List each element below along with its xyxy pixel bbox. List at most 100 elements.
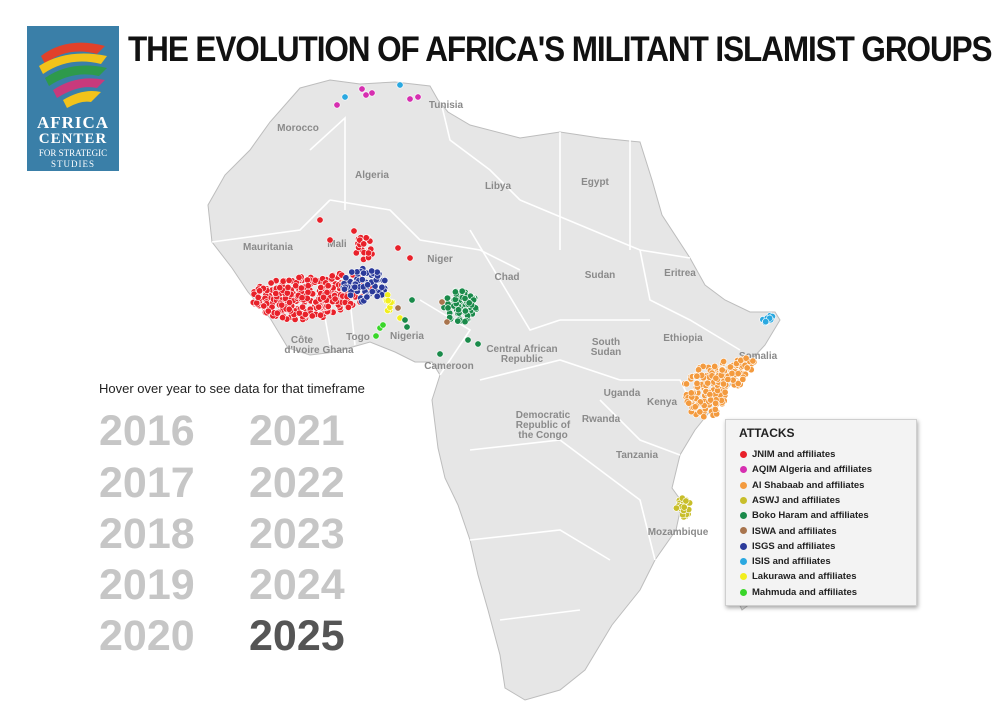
- aswj-attack-dot: [682, 497, 690, 505]
- country-label-kenya: Kenya: [647, 397, 677, 408]
- year-2019[interactable]: 2019: [99, 561, 195, 609]
- jnim-attack-dot: [344, 303, 352, 311]
- lakurawa-attack-dot: [384, 291, 392, 299]
- al-shabaab-attack-dot: [739, 375, 747, 383]
- al-shabaab-attack-dot: [749, 357, 757, 365]
- country-label-mali: Mali: [327, 239, 347, 250]
- jnim-attack-dot: [328, 272, 336, 280]
- legend-label: ISGS and affiliates: [752, 540, 836, 552]
- jnim-attack-dot: [304, 282, 312, 290]
- country-label-sudan: Sudan: [585, 270, 616, 281]
- legend-swatch: [740, 450, 747, 458]
- legend-swatch: [740, 573, 747, 581]
- boko-haram-attack-dot: [461, 307, 469, 315]
- jnim-attack-dot: [279, 277, 287, 285]
- legend-item: ASWJ and affiliates: [740, 495, 840, 506]
- page-title: THE EVOLUTION OF AFRICA'S MILITANT ISLAM…: [128, 30, 993, 69]
- al-shabaab-attack-dot: [721, 388, 729, 396]
- legend-label: Lakurawa and affiliates: [752, 571, 857, 583]
- year-2024[interactable]: 2024: [249, 561, 345, 609]
- year-2018[interactable]: 2018: [99, 510, 195, 558]
- lakurawa-attack-dot: [384, 297, 392, 305]
- jnim-attack-dot: [299, 303, 307, 311]
- year-2020[interactable]: 2020: [99, 612, 195, 660]
- jnim-attack-dot: [278, 301, 286, 309]
- country-label-mauritania: Mauritania: [243, 242, 293, 253]
- africa-landmass: [207, 79, 781, 701]
- al-shabaab-attack-dot: [691, 403, 699, 411]
- country-label-nigeria: Nigeria: [390, 331, 424, 342]
- country-borders: [211, 97, 741, 621]
- year-2017[interactable]: 2017: [99, 459, 195, 507]
- jnim-attack-dot: [311, 276, 319, 284]
- year-2023[interactable]: 2023: [249, 510, 345, 558]
- logo-stripe: [39, 53, 107, 74]
- jnim-attack-dot: [350, 227, 358, 235]
- border-line: [479, 359, 621, 381]
- legend-swatch: [740, 496, 747, 504]
- country-label-car: Central African Republic: [486, 344, 557, 365]
- year-2016[interactable]: 2016: [99, 407, 195, 455]
- jnim-attack-dot: [331, 295, 339, 303]
- al-shabaab-attack-dot: [693, 372, 701, 380]
- isis-attack-dot: [341, 93, 349, 101]
- aswj-attack-dot: [672, 504, 680, 512]
- country-label-mozambique: Mozambique: [648, 527, 709, 538]
- logo-text-line3: FOR STRATEGIC: [38, 148, 108, 158]
- isgs-attack-dot: [342, 274, 350, 282]
- jnim-attack-dot: [323, 288, 331, 296]
- legend-swatch: [740, 512, 747, 520]
- iswa-attack-dot: [438, 298, 446, 306]
- legend-swatch: [740, 481, 747, 489]
- al-shabaab-attack-dot: [728, 369, 736, 377]
- jnim-attack-dot: [285, 305, 293, 313]
- boko-haram-attack-dot: [474, 340, 482, 348]
- border-line: [211, 199, 331, 243]
- jnim-attack-dot: [276, 284, 284, 292]
- boko-haram-attack-dot: [461, 294, 469, 302]
- attack-dots: [249, 81, 776, 521]
- year-2025[interactable]: 2025: [249, 612, 345, 660]
- mahmuda-attack-dot: [372, 332, 380, 340]
- legend-label: Mahmuda and affiliates: [752, 586, 858, 598]
- jnim-attack-dot: [295, 273, 303, 281]
- al-shabaab-attack-dot: [682, 380, 690, 388]
- aqim-attack-dot: [406, 95, 414, 103]
- jnim-attack-dot: [285, 276, 293, 284]
- country-label-cote-divoire: Côte d'Ivoire: [284, 335, 320, 356]
- border-line: [439, 97, 521, 201]
- al-shabaab-attack-dot: [712, 399, 720, 407]
- country-label-morocco: Morocco: [277, 123, 319, 134]
- attacks-legend: ATTACKS JNIM and affiliates AQIM Algeria …: [725, 419, 917, 606]
- border-line: [469, 439, 601, 471]
- border-line: [639, 249, 741, 351]
- country-label-rwanda: Rwanda: [582, 414, 621, 425]
- boko-haram-attack-dot: [461, 318, 469, 326]
- al-shabaab-attack-dot: [720, 357, 728, 365]
- legend-label: ISWA and affiliates: [752, 525, 837, 537]
- mahmuda-attack-dot: [379, 321, 387, 329]
- border-line: [309, 116, 346, 210]
- country-labels: Tunisia Morocco Algeria Libya Egypt Mauritani…: [243, 100, 778, 538]
- year-2021[interactable]: 2021: [249, 407, 345, 455]
- legend-label: Al Shabaab and affiliates: [752, 479, 865, 491]
- country-label-tunisia: Tunisia: [429, 100, 464, 111]
- jnim-attack-dot: [285, 298, 293, 306]
- year-2022[interactable]: 2022: [249, 459, 345, 507]
- country-label-uganda: Uganda: [604, 388, 641, 399]
- boko-haram-attack-dot: [436, 350, 444, 358]
- al-shabaab-attack-dot: [734, 379, 742, 387]
- isgs-attack-dot: [358, 276, 366, 284]
- aqim-attack-dot: [358, 85, 366, 93]
- isgs-attack-dot: [378, 283, 386, 291]
- boko-haram-attack-dot: [458, 287, 466, 295]
- boko-haram-attack-dot: [401, 316, 409, 324]
- jnim-attack-dot: [273, 309, 281, 317]
- legend-title: ATTACKS: [739, 426, 795, 440]
- isgs-attack-dot: [348, 268, 356, 276]
- isis-attack-dot: [762, 318, 770, 326]
- hover-instruction: Hover over year to see data for that tim…: [99, 381, 365, 396]
- border-line: [469, 229, 561, 331]
- jnim-attack-dot: [319, 293, 327, 301]
